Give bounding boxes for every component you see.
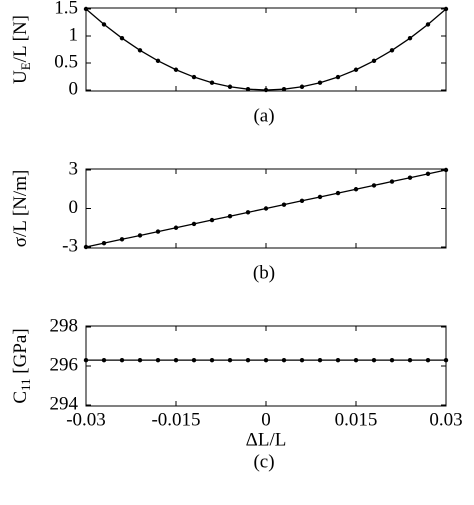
data-point (155, 229, 161, 234)
data-point (173, 67, 179, 72)
data-point (335, 357, 341, 363)
data-point (317, 357, 323, 363)
y-tick-label: 1.5 (54, 0, 78, 18)
data-point (191, 221, 197, 227)
data-point (155, 357, 161, 363)
data-point (227, 84, 233, 89)
y-tick-label: -3 (62, 235, 78, 256)
y-tick-label: 0 (69, 197, 79, 218)
data-point (335, 190, 341, 196)
data-point (101, 240, 107, 246)
data-point (155, 58, 161, 64)
data-point (245, 210, 251, 215)
data-point (389, 357, 395, 363)
data-point (425, 171, 431, 177)
data-point (443, 6, 449, 12)
x-tick-label: 0.015 (335, 409, 378, 430)
y-label-main: C (10, 391, 31, 404)
data-point (209, 357, 215, 363)
data-point (281, 202, 287, 207)
data-point (191, 74, 197, 80)
data-point (407, 357, 413, 363)
x-tick-label: 0.03 (429, 409, 462, 430)
data-point (119, 357, 125, 363)
data-point (299, 84, 305, 89)
data-point (425, 22, 431, 27)
panel-caption: (c) (253, 451, 274, 472)
y-axis-label: UE/L [N] (10, 15, 33, 84)
data-point (281, 86, 287, 92)
y-tick-label: 3 (69, 158, 79, 179)
data-point (353, 187, 359, 192)
y-label-sub: E (18, 62, 33, 70)
y-label-main: σ/L [N/m] (10, 170, 31, 248)
x-tick-label: 0 (261, 409, 271, 430)
data-point (227, 357, 233, 363)
data-point (371, 357, 377, 363)
data-point (137, 233, 143, 238)
data-point (371, 58, 377, 64)
data-point (263, 206, 269, 211)
data-point (209, 217, 215, 223)
y-label-sub: 11 (18, 378, 33, 391)
data-point (263, 357, 269, 363)
data-point (353, 67, 359, 72)
y-label-rest: /L [N] (10, 15, 31, 62)
data-point (83, 357, 89, 363)
data-point (299, 198, 305, 203)
y-axis-label: C11 [GPa] (10, 328, 33, 403)
x-tick-label: -0.03 (66, 409, 106, 430)
data-point (83, 6, 89, 12)
data-point (209, 80, 215, 85)
data-point (245, 86, 251, 92)
data-point (389, 48, 395, 53)
data-point (317, 80, 323, 85)
data-point (407, 175, 413, 180)
y-tick-label: 0.5 (54, 51, 78, 72)
data-point (137, 48, 143, 53)
data-point (443, 167, 449, 173)
data-point (425, 357, 431, 363)
panel-caption: (a) (253, 105, 274, 126)
data-point (443, 357, 449, 363)
y-tick-label: 298 (50, 315, 79, 336)
data-point (335, 74, 341, 80)
data-point (281, 357, 287, 363)
data-point (119, 237, 125, 242)
panel-caption: (b) (253, 262, 275, 283)
data-point (119, 35, 125, 41)
y-label-main: U (10, 70, 31, 84)
data-point (263, 87, 269, 93)
y-label-rest: [GPa] (10, 328, 31, 378)
data-point (173, 357, 179, 363)
data-point (83, 244, 89, 250)
x-axis-label: ΔL/L (246, 429, 287, 450)
y-tick-label: 294 (50, 393, 79, 414)
plot-frame (85, 325, 447, 407)
data-point (101, 22, 107, 27)
data-point (407, 35, 413, 41)
y-tick-label: 296 (50, 354, 79, 375)
data-point (371, 183, 377, 188)
data-point (245, 357, 251, 363)
y-tick-label: 0 (69, 78, 79, 99)
data-point (191, 357, 197, 363)
data-point (299, 357, 305, 363)
y-tick-label: 1 (69, 24, 79, 45)
data-point (227, 214, 233, 219)
data-point (389, 179, 395, 184)
data-point (173, 225, 179, 230)
y-axis-label: σ/L [N/m] (10, 170, 31, 248)
data-point (353, 357, 359, 363)
data-point (101, 357, 107, 363)
data-point (317, 194, 323, 200)
data-point (137, 357, 143, 363)
x-tick-label: -0.015 (151, 409, 200, 430)
